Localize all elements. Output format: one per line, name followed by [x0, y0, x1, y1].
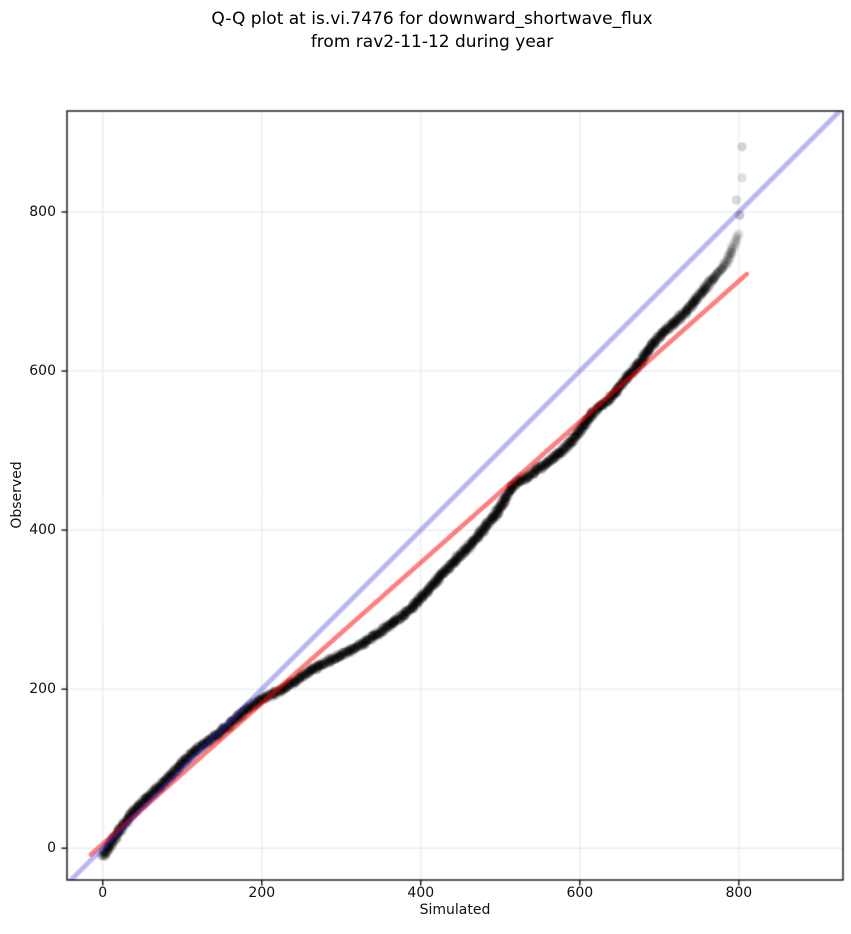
y-tick-label: 800 — [29, 203, 56, 220]
plot-title-line1: Q-Q plot at is.vi.7476 for downward_shor… — [211, 9, 653, 29]
x-tick-label: 600 — [566, 885, 594, 901]
y-tick-label: 400 — [29, 522, 56, 539]
plot-title: Q-Q plot at is.vi.7476 for downward_shor… — [211, 8, 652, 54]
y-tick-label: 200 — [29, 681, 56, 698]
y-tick-label: 0 — [47, 840, 56, 857]
x-tick-label: 400 — [407, 885, 435, 901]
plot-title-line2: from rav2-11-12 during year — [310, 32, 554, 52]
y-tick-label: 600 — [29, 363, 56, 380]
x-tick-label: 200 — [248, 885, 276, 901]
x-tick-label: 0 — [98, 885, 108, 901]
y-axis-label: Observed — [9, 461, 25, 529]
x-axis-label: Simulated — [419, 902, 491, 918]
x-tick-label: 800 — [725, 885, 753, 901]
